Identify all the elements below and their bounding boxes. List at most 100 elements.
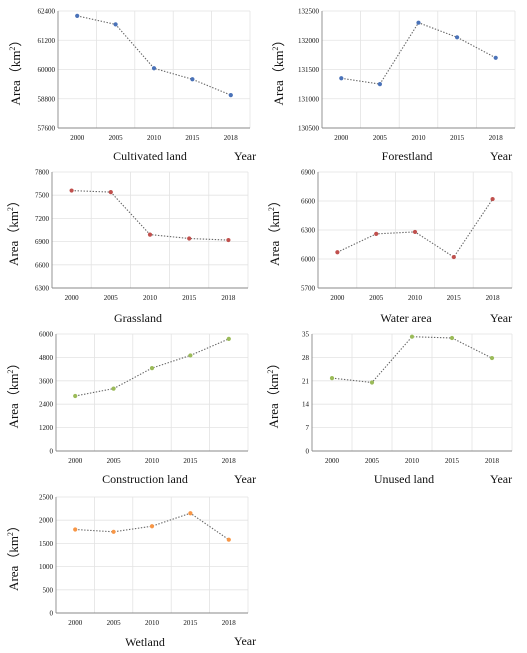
- x-tick-label: 2015: [447, 294, 462, 302]
- y-axis-label: Area（km2）: [6, 519, 21, 591]
- panel-cultivated-land: 57600 58800 60000 61200 62400 2000 2005 2010 201…: [8, 8, 256, 164]
- data-point: [73, 393, 78, 399]
- x-tick-label: 2005: [369, 294, 384, 302]
- chart-title: Forestland: [382, 149, 433, 163]
- data-point: [490, 196, 495, 202]
- panel-wetland: 0 500 1000 1500 2000 2500 2000 2005 2010 2015 2018…: [6, 494, 256, 650]
- x-axis-label: Year: [490, 311, 512, 325]
- y-tick-label: 131000: [298, 95, 320, 103]
- series-line: [77, 15, 232, 96]
- y-tick-label: 4800: [39, 354, 54, 362]
- y-tick-label: 57600: [38, 125, 56, 133]
- x-tick-label: 2010: [145, 619, 160, 627]
- panel-forestland: 130500 131000 131500 132000 132500 2000 2005 20…: [271, 8, 516, 163]
- y-tick-label: 6900: [301, 169, 316, 177]
- x-axis-label: Year: [234, 472, 256, 486]
- chart-title: Construction land: [102, 472, 188, 486]
- x-tick-label: 2010: [412, 134, 427, 142]
- x-tick-label: 2005: [373, 134, 388, 142]
- data-point: [493, 55, 498, 60]
- data-point: [190, 77, 195, 82]
- data-point: [455, 35, 460, 40]
- y-tick-label: 62400: [38, 8, 56, 16]
- y-tick-label: 500: [43, 586, 54, 594]
- data-point: [108, 190, 113, 195]
- series-line: [75, 512, 230, 541]
- x-tick-label: 2018: [224, 134, 239, 142]
- data-point: [412, 229, 418, 235]
- x-tick-label: 2018: [222, 457, 237, 465]
- y-tick-label: 3600: [39, 377, 54, 385]
- data-point: [335, 250, 340, 255]
- x-tick-label: 2005: [365, 457, 380, 465]
- panel-grassland: 6300 6600 6900 7200 7500 7800 2000 2005 2010 2015…: [6, 169, 249, 325]
- data-point: [113, 22, 118, 27]
- y-tick-label: 6000: [39, 331, 54, 339]
- y-tick-label: 61200: [38, 37, 56, 45]
- y-axis-label: Area（km2）: [8, 34, 23, 106]
- y-tick-label: 6300: [301, 227, 316, 235]
- data-point: [416, 20, 421, 25]
- data-point: [449, 335, 455, 341]
- y-tick-label: 7500: [35, 192, 50, 200]
- x-tick-label: 2018: [489, 134, 504, 142]
- data-point: [73, 527, 78, 532]
- data-point: [369, 380, 375, 385]
- x-tick-label: 2000: [330, 294, 345, 302]
- x-axis-label: Year: [234, 149, 256, 163]
- y-tick-label: 1200: [39, 424, 54, 432]
- x-tick-label: 2010: [145, 457, 160, 465]
- x-tick-label: 2000: [68, 457, 83, 465]
- x-tick-label: 2018: [222, 619, 237, 627]
- x-tick-label: 2018: [486, 294, 501, 302]
- x-tick-label: 2000: [334, 134, 349, 142]
- data-point: [151, 66, 157, 71]
- y-tick-label: 132000: [298, 37, 320, 45]
- y-tick-label: 0: [306, 448, 310, 456]
- chart-title: Cultivated land: [113, 149, 187, 163]
- x-tick-label: 2015: [185, 134, 200, 142]
- x-tick-label: 2005: [109, 134, 124, 142]
- x-tick-label: 2018: [485, 457, 500, 465]
- y-tick-label: 132500: [298, 8, 320, 16]
- x-axis-label: Year: [234, 634, 256, 648]
- chart-title: Grassland: [114, 311, 162, 325]
- x-tick-label: 2000: [70, 134, 85, 142]
- x-axis-label: Year: [490, 149, 512, 163]
- x-tick-label: 2015: [445, 457, 460, 465]
- data-point: [69, 188, 74, 193]
- y-tick-label: 14: [302, 401, 310, 409]
- y-tick-label: 35: [302, 331, 310, 339]
- y-tick-label: 58800: [38, 95, 56, 103]
- x-tick-label: 2005: [107, 619, 122, 627]
- data-point: [339, 76, 344, 81]
- y-tick-label: 2400: [39, 401, 54, 409]
- y-tick-label: 7: [306, 424, 310, 432]
- x-tick-label: 2010: [147, 134, 162, 142]
- y-tick-label: 2000: [39, 517, 54, 525]
- data-point: [228, 92, 233, 98]
- x-tick-label: 2000: [65, 294, 80, 302]
- data-point: [409, 334, 415, 339]
- y-tick-label: 6300: [35, 285, 50, 293]
- data-point: [451, 254, 456, 260]
- x-tick-label: 2005: [107, 457, 122, 465]
- y-tick-label: 7800: [35, 169, 50, 177]
- y-axis-label: Area（km2）: [6, 194, 21, 266]
- x-axis-label: Year: [490, 472, 512, 486]
- y-axis-label: Area（km2）: [267, 194, 282, 266]
- y-tick-label: 130500: [298, 125, 320, 133]
- chart-title: Water area: [380, 311, 432, 325]
- y-tick-label: 6600: [301, 198, 316, 206]
- y-tick-label: 2500: [39, 494, 54, 502]
- y-tick-label: 1000: [39, 563, 54, 571]
- data-point: [489, 355, 495, 361]
- data-point: [147, 232, 153, 237]
- y-tick-label: 7200: [35, 215, 50, 223]
- data-point: [149, 524, 155, 529]
- data-point: [187, 236, 192, 241]
- y-tick-label: 0: [50, 448, 54, 456]
- y-tick-label: 6000: [301, 256, 316, 264]
- data-point: [226, 537, 231, 542]
